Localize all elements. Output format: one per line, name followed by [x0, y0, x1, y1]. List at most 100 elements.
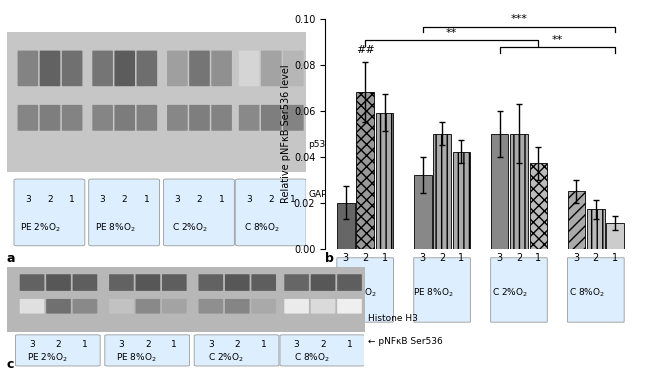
Bar: [414, 175, 432, 249]
Text: C 2%O$_2$: C 2%O$_2$: [208, 351, 244, 364]
Text: 1: 1: [291, 196, 296, 204]
Text: 2: 2: [122, 196, 127, 204]
Bar: [587, 210, 605, 249]
FancyBboxPatch shape: [283, 105, 304, 131]
Text: p53: p53: [309, 140, 326, 150]
FancyBboxPatch shape: [136, 274, 160, 291]
Text: PE 2%O$_2$: PE 2%O$_2$: [27, 351, 68, 364]
FancyBboxPatch shape: [105, 335, 190, 366]
FancyBboxPatch shape: [46, 274, 71, 291]
Text: 2: 2: [47, 196, 53, 204]
Text: PE 8%O$_2$: PE 8%O$_2$: [413, 286, 454, 299]
FancyBboxPatch shape: [211, 50, 232, 86]
FancyBboxPatch shape: [136, 105, 157, 131]
FancyBboxPatch shape: [491, 258, 547, 322]
Text: PE 8%O$_2$: PE 8%O$_2$: [116, 351, 157, 364]
Text: C 2%O$_2$: C 2%O$_2$: [492, 286, 528, 299]
FancyBboxPatch shape: [337, 274, 362, 291]
FancyBboxPatch shape: [284, 299, 309, 313]
Text: a: a: [6, 252, 15, 265]
FancyBboxPatch shape: [280, 335, 365, 366]
FancyBboxPatch shape: [252, 299, 276, 313]
Text: ← pNFκB Ser536: ← pNFκB Ser536: [368, 338, 443, 347]
FancyBboxPatch shape: [109, 274, 134, 291]
Text: 2: 2: [320, 340, 326, 349]
Text: 3: 3: [118, 340, 124, 349]
FancyBboxPatch shape: [567, 258, 624, 322]
Text: 3: 3: [25, 196, 31, 204]
Text: GAPDH: GAPDH: [309, 190, 341, 199]
Text: 1: 1: [346, 340, 352, 349]
FancyBboxPatch shape: [239, 105, 259, 131]
FancyBboxPatch shape: [20, 299, 44, 313]
Text: 1: 1: [82, 340, 88, 349]
FancyBboxPatch shape: [114, 105, 135, 131]
Bar: [567, 191, 585, 249]
Text: ##: ##: [356, 45, 374, 55]
Text: C 8%O$_2$: C 8%O$_2$: [569, 286, 605, 299]
FancyBboxPatch shape: [225, 299, 250, 313]
Text: 1: 1: [172, 340, 177, 349]
FancyBboxPatch shape: [337, 258, 393, 322]
Text: ***: ***: [510, 14, 527, 24]
FancyBboxPatch shape: [20, 274, 44, 291]
FancyBboxPatch shape: [252, 274, 276, 291]
Bar: [606, 223, 624, 249]
FancyBboxPatch shape: [136, 50, 157, 86]
FancyBboxPatch shape: [311, 274, 335, 291]
FancyBboxPatch shape: [211, 105, 232, 131]
Text: 3: 3: [29, 340, 35, 349]
FancyBboxPatch shape: [261, 105, 281, 131]
Bar: [530, 164, 547, 249]
Text: 1: 1: [69, 196, 75, 204]
FancyBboxPatch shape: [198, 299, 223, 313]
Text: 1: 1: [144, 196, 150, 204]
FancyBboxPatch shape: [162, 299, 187, 313]
FancyBboxPatch shape: [225, 274, 250, 291]
FancyBboxPatch shape: [198, 274, 223, 291]
FancyBboxPatch shape: [14, 179, 85, 246]
FancyBboxPatch shape: [73, 299, 98, 313]
FancyBboxPatch shape: [167, 50, 188, 86]
Text: PE 2%O$_2$: PE 2%O$_2$: [336, 286, 377, 299]
Text: C 2%O$_2$: C 2%O$_2$: [172, 221, 208, 234]
FancyBboxPatch shape: [284, 274, 309, 291]
FancyBboxPatch shape: [235, 179, 306, 246]
FancyBboxPatch shape: [92, 105, 113, 131]
FancyBboxPatch shape: [283, 50, 304, 86]
Text: 3: 3: [246, 196, 252, 204]
Text: C 8%O$_2$: C 8%O$_2$: [294, 351, 330, 364]
FancyBboxPatch shape: [18, 50, 38, 86]
Text: **: **: [552, 35, 563, 45]
FancyBboxPatch shape: [73, 274, 98, 291]
FancyBboxPatch shape: [46, 299, 71, 313]
Bar: [337, 203, 355, 249]
FancyBboxPatch shape: [136, 299, 160, 313]
FancyBboxPatch shape: [162, 274, 187, 291]
FancyBboxPatch shape: [88, 179, 160, 246]
FancyBboxPatch shape: [261, 50, 281, 86]
Text: 2: 2: [55, 340, 61, 349]
Bar: [452, 152, 471, 249]
Text: C 8%O$_2$: C 8%O$_2$: [244, 221, 280, 234]
Y-axis label: Relative pNFκB Ser536 level: Relative pNFκB Ser536 level: [281, 64, 291, 203]
Text: 2: 2: [234, 340, 240, 349]
FancyBboxPatch shape: [40, 50, 60, 86]
FancyBboxPatch shape: [194, 335, 279, 366]
FancyBboxPatch shape: [337, 299, 362, 313]
Text: 3: 3: [174, 196, 180, 204]
Bar: [356, 92, 374, 249]
FancyBboxPatch shape: [239, 50, 259, 86]
FancyBboxPatch shape: [92, 50, 113, 86]
FancyBboxPatch shape: [109, 299, 134, 313]
FancyBboxPatch shape: [16, 335, 100, 366]
Text: 3: 3: [208, 340, 214, 349]
FancyBboxPatch shape: [167, 105, 188, 131]
Text: PE 2%O$_2$: PE 2%O$_2$: [20, 221, 61, 234]
FancyBboxPatch shape: [18, 105, 38, 131]
Text: 1: 1: [218, 196, 224, 204]
FancyBboxPatch shape: [414, 258, 471, 322]
Text: PE 8%O$_2$: PE 8%O$_2$: [95, 221, 136, 234]
FancyBboxPatch shape: [189, 105, 210, 131]
Text: Histone H3: Histone H3: [368, 314, 417, 323]
